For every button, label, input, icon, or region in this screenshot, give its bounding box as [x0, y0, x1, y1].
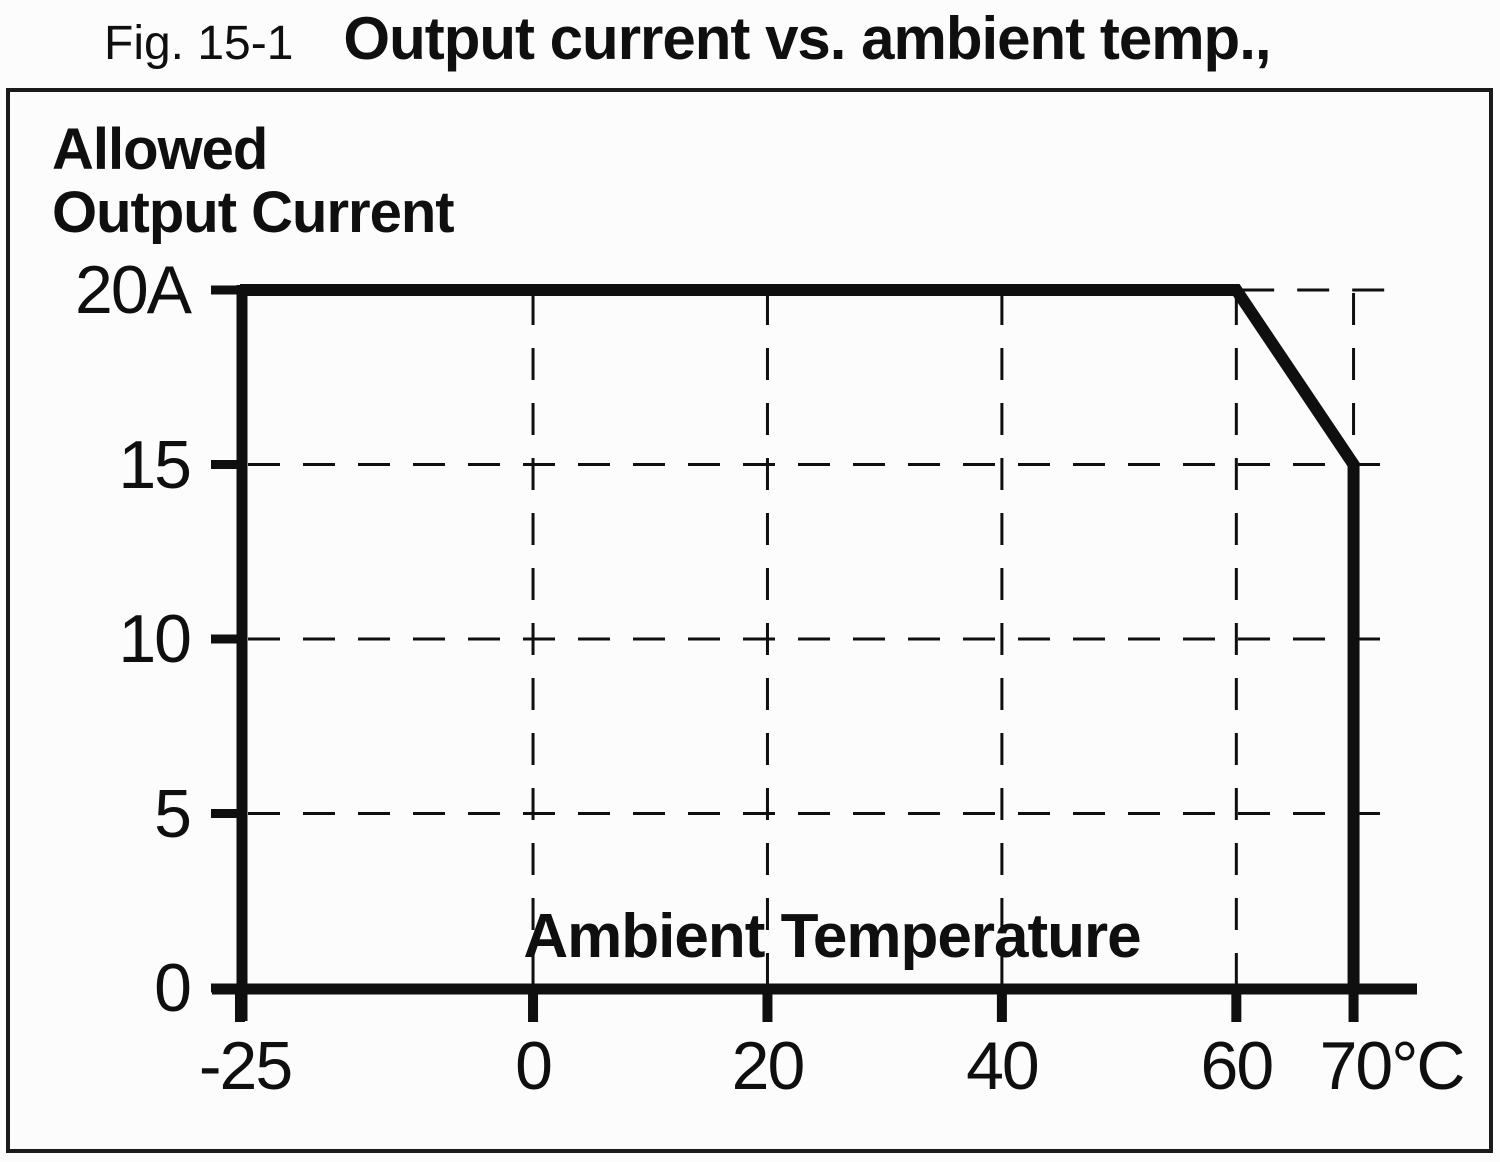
- x-axis-title: Ambient Temperature: [523, 902, 1141, 971]
- figure-caption: Fig. 15-1 Output current vs. ambient tem…: [104, 0, 1272, 78]
- y-tick-label: 5: [154, 775, 192, 852]
- y-tick-label: 0: [154, 950, 192, 1026]
- y-tick-label: 20A: [75, 252, 192, 328]
- figure-title: Output current vs. ambient temp.,: [343, 5, 1271, 72]
- x-tick-label: 0: [515, 1028, 553, 1104]
- y-tick-label: 15: [118, 426, 192, 503]
- figure-number: Fig. 15-1: [104, 17, 294, 70]
- x-tick-label: -25: [198, 1028, 293, 1104]
- x-tick-label: 70°C: [1319, 1028, 1466, 1104]
- y-axis-title-line1: Allowed: [52, 117, 268, 182]
- y-axis-title-line2: Output Current: [52, 180, 455, 245]
- x-tick-label: 60: [1200, 1028, 1275, 1104]
- y-tick-label: 10: [118, 601, 192, 677]
- x-tick-label: 20: [731, 1028, 806, 1104]
- x-tick-label: 40: [966, 1028, 1040, 1104]
- chart-frame: [6, 88, 1493, 1153]
- y-axis-title: Allowed Output Current: [52, 117, 455, 245]
